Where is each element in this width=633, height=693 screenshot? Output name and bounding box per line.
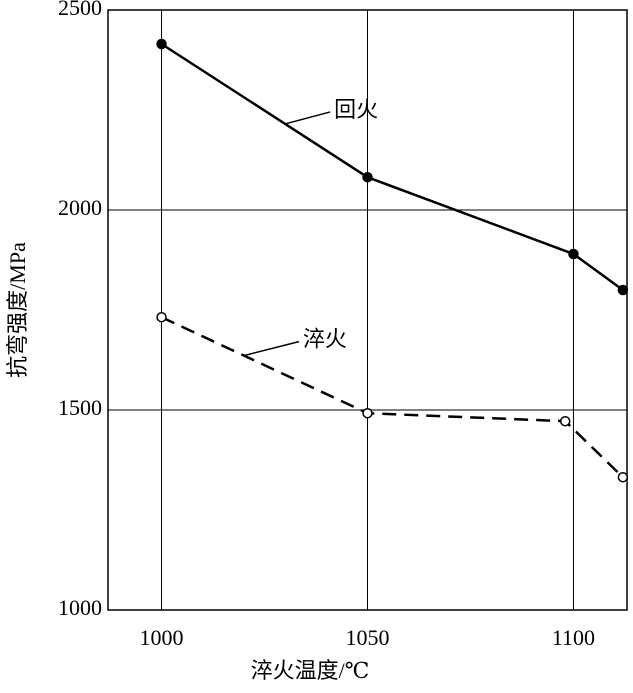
label-leader xyxy=(243,340,300,357)
point-marker xyxy=(568,248,579,260)
x-tick-label: 1050 xyxy=(346,625,390,650)
label-leader xyxy=(284,111,331,125)
series-label: 淬火 xyxy=(303,327,347,352)
series-label: 回火 xyxy=(334,97,378,122)
x-axis-label: 淬火温度/℃ xyxy=(251,658,370,683)
point-marker xyxy=(362,171,373,183)
y-tick-label: 2000 xyxy=(58,195,102,220)
x-tick-label: 1100 xyxy=(552,625,595,650)
x-tick-label: 1000 xyxy=(140,625,184,650)
series-line xyxy=(160,42,624,292)
point-marker xyxy=(617,471,629,483)
y-tick-label: 1000 xyxy=(58,595,102,620)
series-line xyxy=(161,316,624,479)
point-marker xyxy=(617,284,629,296)
point-marker xyxy=(559,415,571,427)
point-marker xyxy=(362,407,373,419)
point-marker xyxy=(156,311,167,323)
y-tick-label: 2500 xyxy=(58,0,102,20)
point-marker xyxy=(156,38,167,50)
y-tick-label: 1500 xyxy=(58,395,102,420)
y-axis-label: 抗弯强度/MPa xyxy=(5,242,30,378)
